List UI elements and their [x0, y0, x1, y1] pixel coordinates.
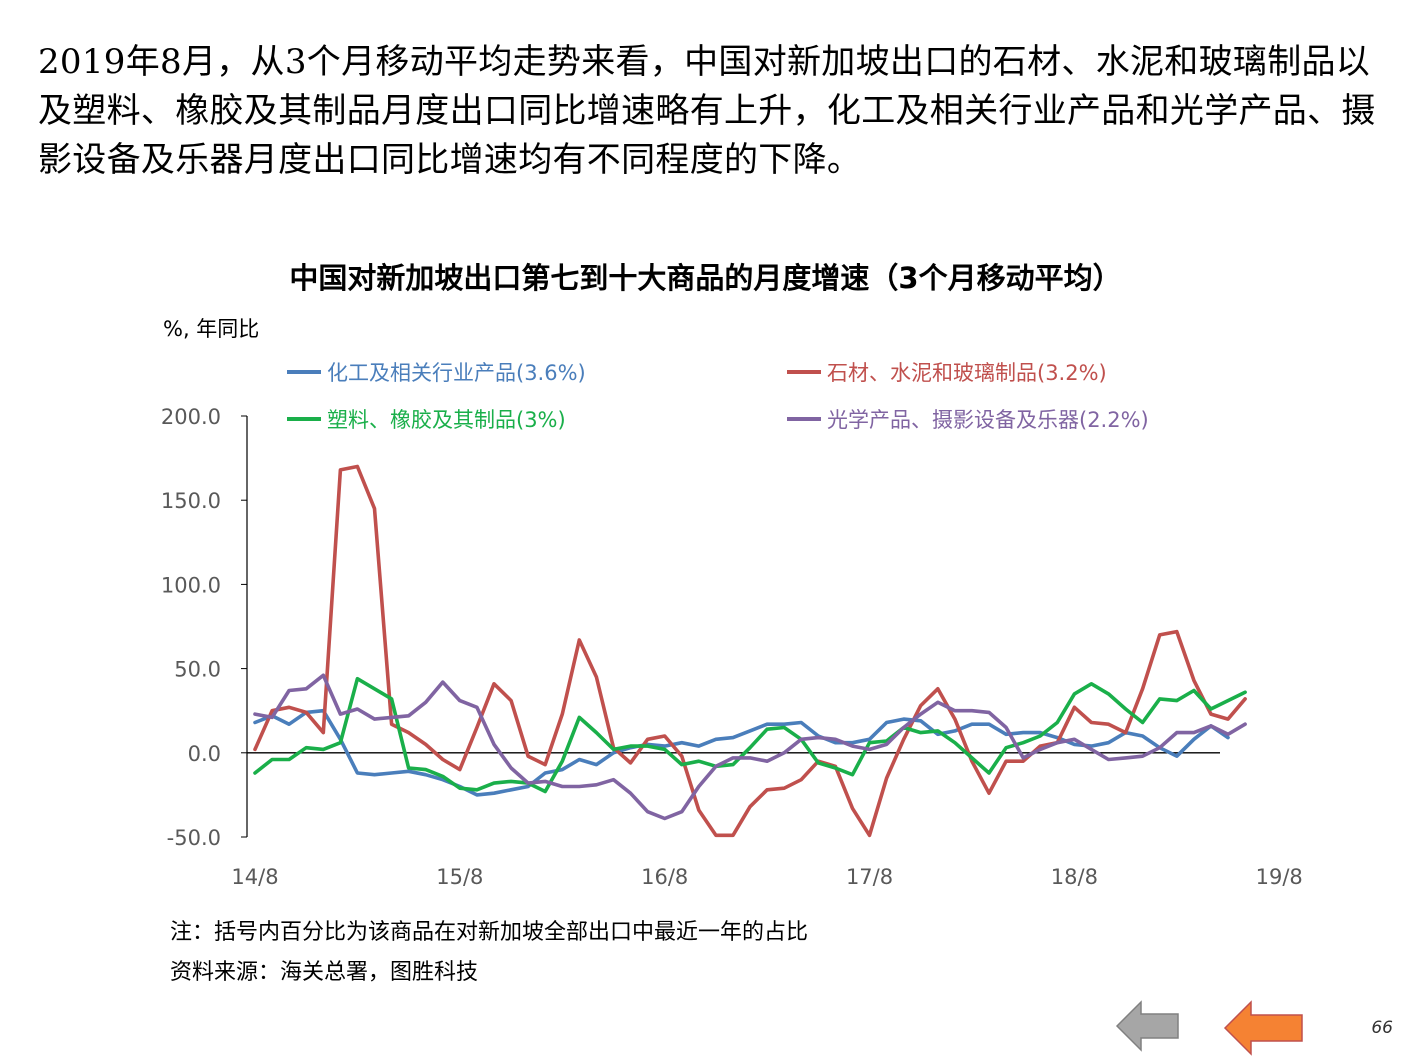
left-arrow-orange-icon: [1223, 1000, 1303, 1056]
footnote: 注：括号内百分比为该商品在对新加坡全部出口中最近一年的占比: [170, 920, 809, 945]
x-axis: 14/8 15/8 16/8 17/8 18/8 19/8: [231, 752, 1303, 889]
y-axis: 200.0 150.0 100.0 50.0 0.0 -50.0: [161, 405, 248, 850]
legend-label-chemicals: 化工及相关行业产品(3.6%): [327, 361, 586, 385]
legend-swatch-optics: [787, 417, 821, 421]
series-line-3: [253, 673, 1247, 821]
legend-label-plastics: 塑料、橡胶及其制品(3%): [327, 408, 566, 432]
legend-item-chemicals: 化工及相关行业产品(3.6%): [287, 357, 586, 387]
legend-item-plastics: 塑料、橡胶及其制品(3%): [287, 404, 566, 434]
legend-swatch-plastics: [287, 417, 321, 421]
y-tick-label: 200.0: [161, 405, 221, 429]
series-line-0: [253, 708, 1230, 797]
y-tick-label: 100.0: [161, 573, 221, 597]
page-number: 66: [1371, 1018, 1393, 1038]
y-tick-label: -50.0: [167, 826, 221, 850]
description-paragraph: 2019年8月，从3个月移动平均走势来看，中国对新加坡出口的石材、水泥和玻璃制品…: [38, 42, 1376, 180]
legend-item-stone-glass: 石材、水泥和玻璃制品(3.2%): [787, 357, 1107, 387]
x-tick-label: 19/8: [1256, 865, 1303, 889]
chart-title: 中国对新加坡出口第七到十大商品的月度增速（3个月移动平均）: [289, 261, 1122, 295]
y-tick-label: 50.0: [174, 658, 221, 682]
legend-swatch-stone-glass: [787, 370, 821, 374]
series-line-1: [253, 464, 1247, 838]
x-tick-label: 17/8: [846, 865, 893, 889]
legend-item-optics: 光学产品、摄影设备及乐器(2.2%): [787, 404, 1149, 434]
next-page-button[interactable]: [1223, 1000, 1305, 1060]
legend-swatch-chemicals: [287, 370, 321, 374]
left-arrow-gray-icon: [1115, 1000, 1179, 1052]
source-note: 资料来源：海关总署，图胜科技: [170, 960, 479, 985]
x-tick-label: 15/8: [436, 865, 483, 889]
series-lines: [253, 464, 1247, 838]
x-tick-label: 16/8: [641, 865, 688, 889]
x-tick-label: 14/8: [231, 865, 278, 889]
previous-page-button[interactable]: [1115, 998, 1181, 1058]
series-line-2: [253, 676, 1247, 794]
legend-label-stone-glass: 石材、水泥和玻璃制品(3.2%): [827, 361, 1107, 385]
legend-label-optics: 光学产品、摄影设备及乐器(2.2%): [827, 408, 1149, 432]
y-axis-unit-label: %, 年同比: [163, 317, 260, 341]
x-tick-label: 18/8: [1051, 865, 1098, 889]
y-tick-label: 150.0: [161, 489, 221, 513]
y-tick-label: 0.0: [188, 742, 221, 766]
